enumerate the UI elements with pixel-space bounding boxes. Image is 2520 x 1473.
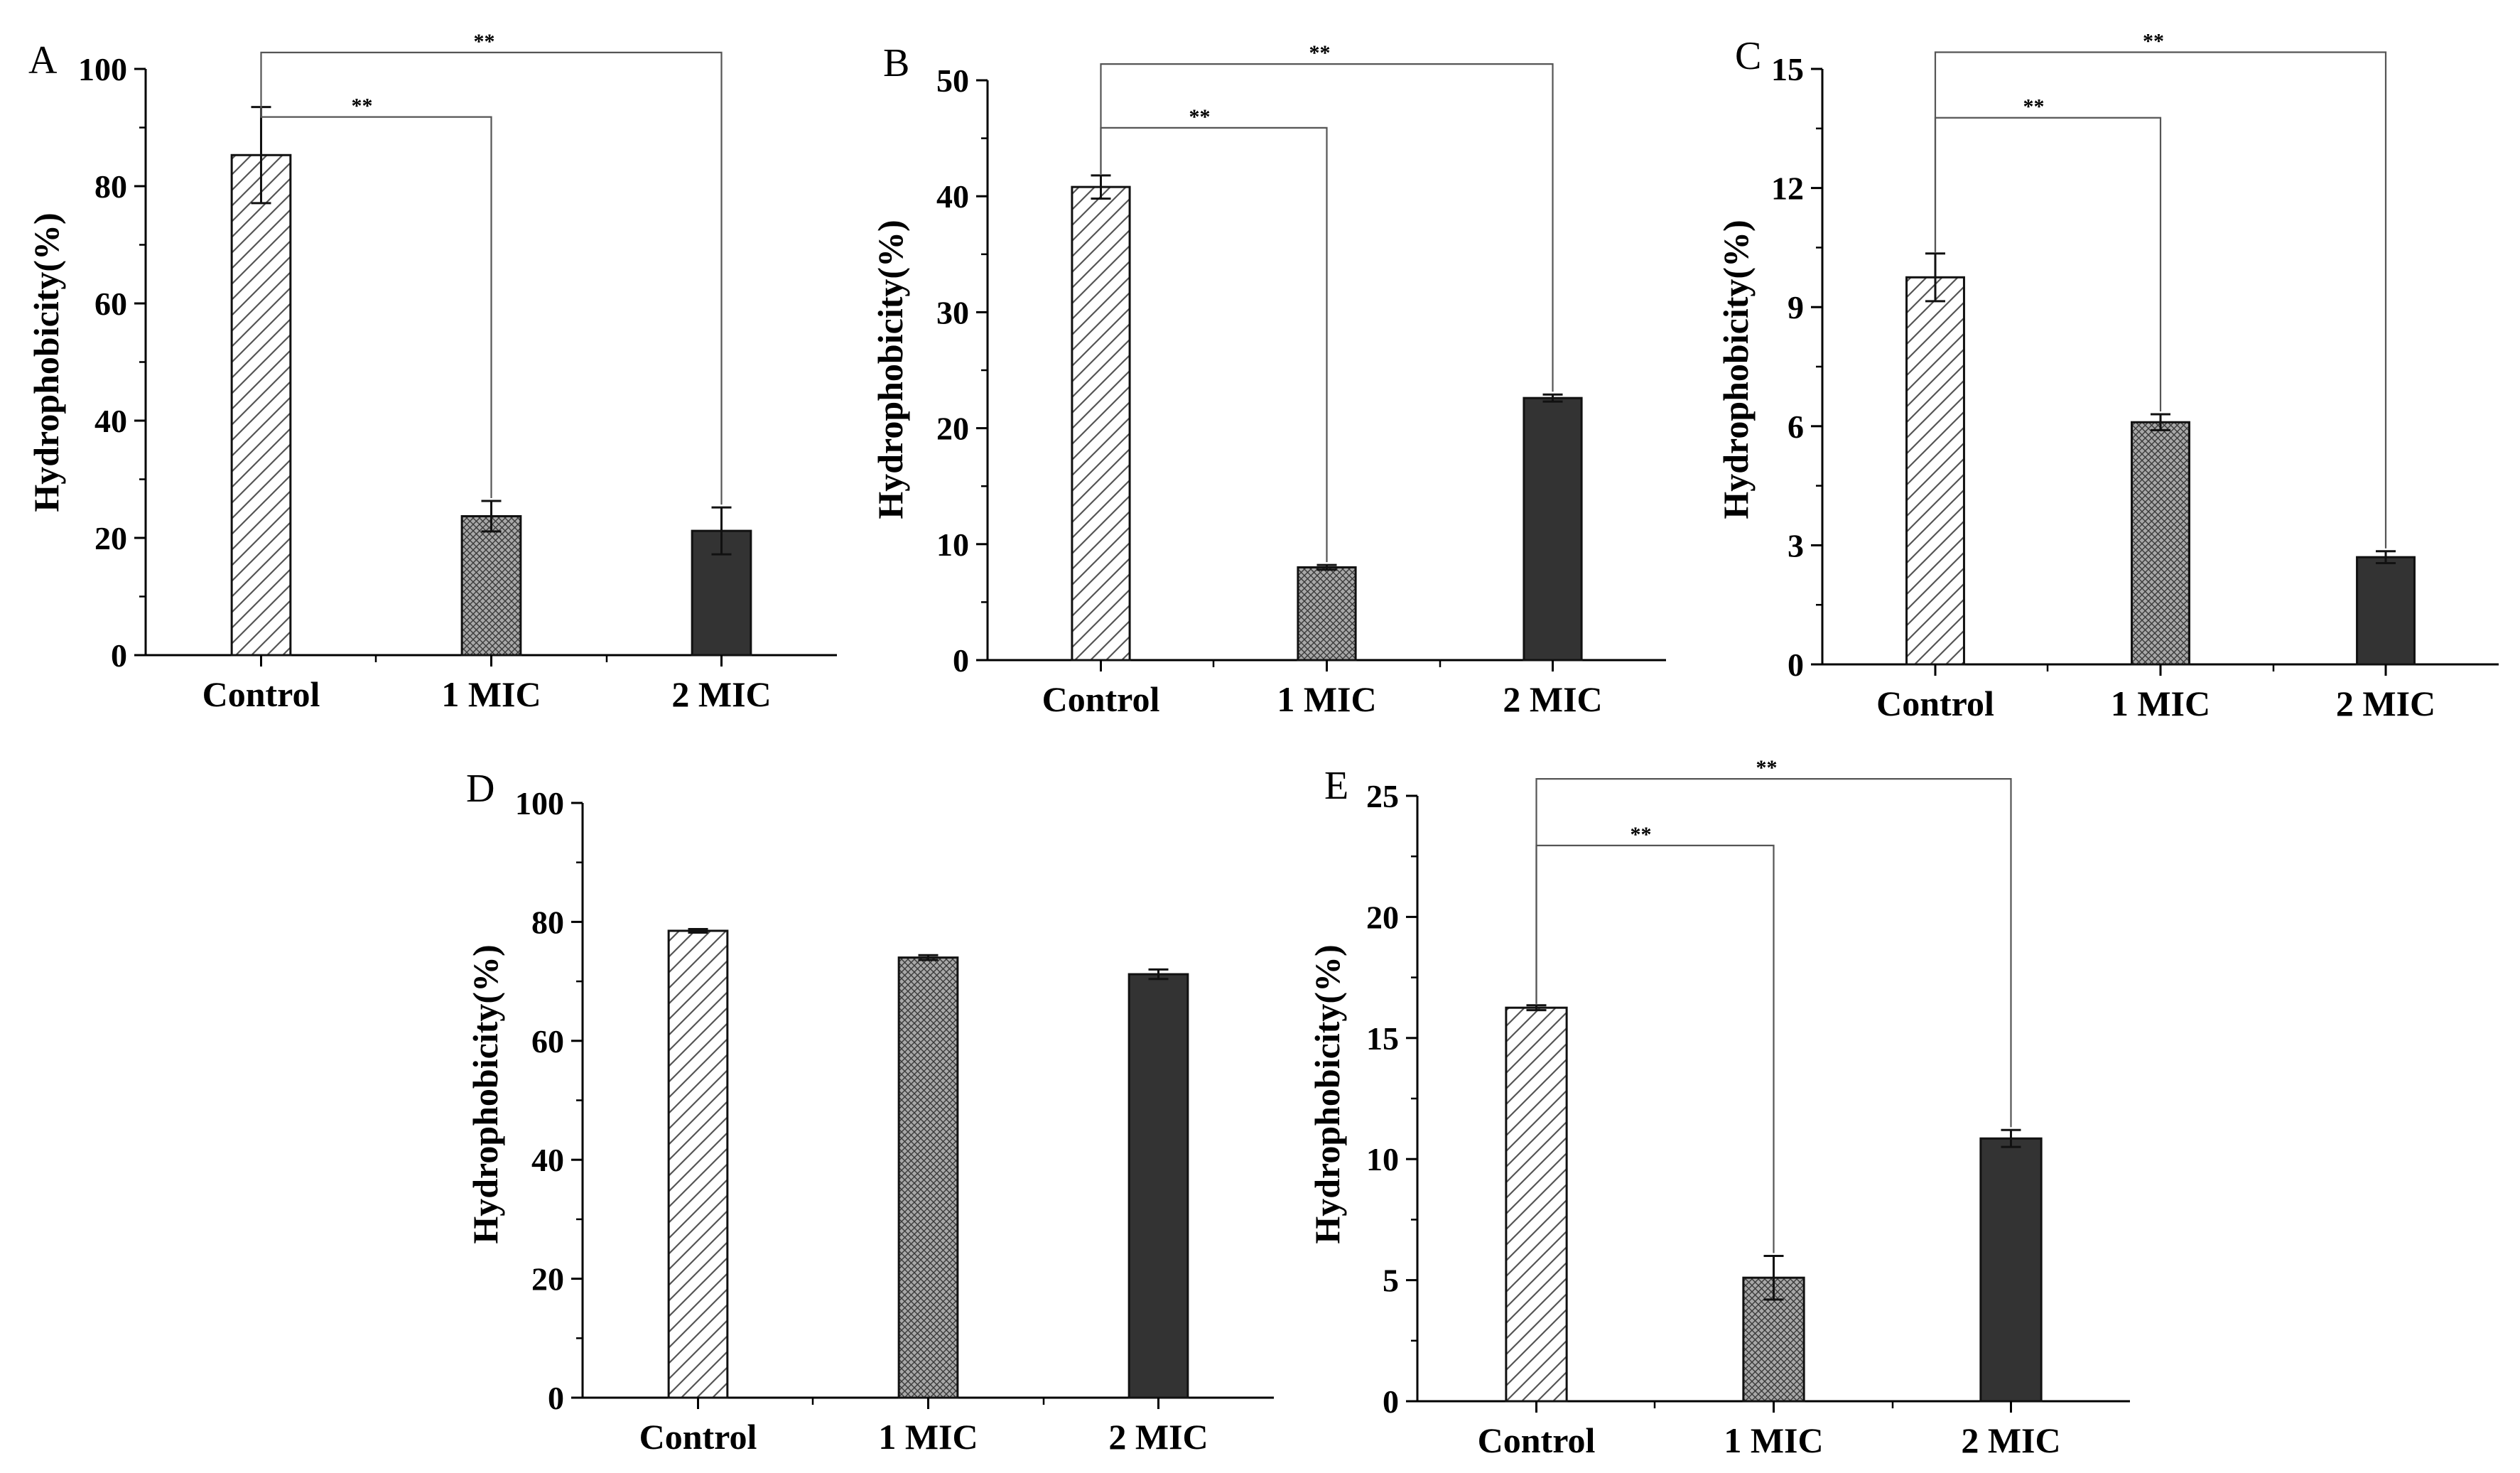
y-tick-label: 0 bbox=[548, 1380, 564, 1416]
significance-bracket bbox=[1934, 117, 2162, 412]
y-axis-title: Hydrophobicity(%) bbox=[465, 944, 505, 1243]
panel-letter: E bbox=[1324, 764, 1348, 808]
y-axis-title: Hydrophobicity(%) bbox=[1716, 220, 1756, 519]
significance-bracket bbox=[1934, 51, 2387, 549]
x-tick-label-1mic: 1 MIC bbox=[1724, 1420, 1823, 1460]
x-tick-label-1mic: 1 MIC bbox=[878, 1417, 978, 1457]
bar-1mic bbox=[897, 956, 959, 1399]
x-tick-label-1mic: 1 MIC bbox=[1277, 679, 1376, 719]
chart-e: E Hydrophobicity(%) 0 5 10 15 20 25 Control 1 MIC… bbox=[1307, 756, 2130, 1460]
y-tick-label: 3 bbox=[1788, 527, 1804, 563]
panel-letter: A bbox=[28, 38, 58, 82]
y-tick-label: 0 bbox=[1788, 647, 1804, 683]
x-tick-label-2mic: 2 MIC bbox=[1503, 679, 1602, 719]
x-tick-label-2mic: 2 MIC bbox=[671, 674, 771, 714]
bar-control bbox=[1905, 276, 1965, 666]
significance-bracket bbox=[1100, 63, 1554, 392]
chart-c: C Hydrophobicity(%) 0 3 6 9 12 15 Control 1 MIC 2 … bbox=[1716, 30, 2499, 723]
bar-2mic bbox=[1979, 1137, 2043, 1403]
y-tick-label: 40 bbox=[531, 1142, 564, 1178]
y-tick-label: 20 bbox=[1366, 899, 1399, 935]
significance-bracket bbox=[260, 51, 723, 505]
significance-label: ** bbox=[1631, 823, 1652, 846]
y-tick-label: 9 bbox=[1788, 289, 1804, 325]
y-tick-label: 25 bbox=[1366, 778, 1399, 814]
significance-bracket bbox=[1100, 126, 1328, 563]
chart-b: B Hydrophobicity(%) 0 10 20 30 40 50 Control 1 MI… bbox=[870, 41, 1666, 719]
panel-letter: C bbox=[1735, 34, 1761, 78]
bar-control bbox=[230, 153, 292, 657]
y-axis-title: Hydrophobicity(%) bbox=[1307, 944, 1347, 1243]
y-tick-label: 60 bbox=[531, 1023, 564, 1059]
y-tick-label: 80 bbox=[531, 904, 564, 940]
bar-1mic bbox=[460, 514, 522, 657]
y-tick-label: 20 bbox=[531, 1261, 564, 1297]
significance-bracket bbox=[1535, 778, 2012, 1128]
y-axis-title: Hydrophobicity(%) bbox=[26, 212, 66, 512]
y-tick-label: 10 bbox=[1366, 1141, 1399, 1177]
y-tick-label: 0 bbox=[111, 637, 127, 674]
x-tick-label-2mic: 2 MIC bbox=[1108, 1417, 1208, 1457]
bar-1mic bbox=[2131, 421, 2190, 666]
significance-bracket bbox=[260, 105, 492, 499]
x-tick-label-control: Control bbox=[639, 1417, 757, 1457]
bar-2mic bbox=[1127, 973, 1189, 1399]
y-tick-label: 80 bbox=[94, 168, 127, 205]
y-tick-label: 5 bbox=[1383, 1263, 1399, 1299]
significance-label: ** bbox=[2143, 30, 2164, 53]
y-tick-label: 20 bbox=[936, 411, 969, 447]
y-tick-label: 6 bbox=[1788, 409, 1804, 445]
x-tick-label-1mic: 1 MIC bbox=[2111, 684, 2210, 723]
y-tick-label: 12 bbox=[1771, 171, 1804, 207]
bar-2mic bbox=[1523, 396, 1583, 662]
chart-d: D Hydrophobicity(%) 0 20 40 60 80 100 Control 1 M… bbox=[465, 767, 1274, 1457]
significance-label: ** bbox=[1756, 756, 1778, 779]
x-tick-label-2mic: 2 MIC bbox=[1961, 1420, 2060, 1460]
significance-label: ** bbox=[1189, 105, 1210, 129]
y-tick-label: 40 bbox=[936, 178, 969, 215]
x-tick-label-control: Control bbox=[202, 674, 320, 714]
y-tick-label: 40 bbox=[94, 403, 127, 439]
x-tick-label-2mic: 2 MIC bbox=[2336, 684, 2435, 723]
panel-letter: B bbox=[883, 41, 909, 85]
y-tick-label: 10 bbox=[936, 527, 969, 563]
panel-letter: D bbox=[466, 767, 494, 811]
y-tick-label: 20 bbox=[94, 520, 127, 556]
chart-a: A Hydrophobicity(%) 0 20 40 60 80 100 Control 1 M… bbox=[26, 30, 837, 714]
bar-control bbox=[1071, 185, 1131, 662]
y-tick-label: 100 bbox=[515, 785, 564, 821]
y-axis-title: Hydrophobicity(%) bbox=[870, 220, 910, 519]
x-tick-label-control: Control bbox=[1478, 1420, 1596, 1460]
x-tick-label-control: Control bbox=[1042, 679, 1160, 719]
y-tick-label: 0 bbox=[953, 642, 969, 679]
y-tick-label: 15 bbox=[1366, 1020, 1399, 1057]
bar-2mic bbox=[2356, 556, 2416, 666]
significance-label: ** bbox=[474, 30, 495, 53]
x-tick-label-control: Control bbox=[1876, 684, 1994, 723]
y-tick-label: 100 bbox=[78, 51, 127, 87]
y-tick-label: 50 bbox=[936, 63, 969, 99]
y-tick-label: 60 bbox=[94, 286, 127, 322]
x-tick-label-1mic: 1 MIC bbox=[441, 674, 541, 714]
significance-label: ** bbox=[2023, 95, 2044, 119]
y-tick-label: 30 bbox=[936, 294, 969, 330]
significance-bracket bbox=[1535, 844, 1775, 1253]
bar-control bbox=[667, 929, 729, 1399]
y-tick-label: 0 bbox=[1383, 1383, 1399, 1420]
significance-label: ** bbox=[351, 95, 372, 118]
bar-control bbox=[1505, 1006, 1568, 1403]
significance-label: ** bbox=[1309, 41, 1331, 65]
bar-1mic bbox=[1297, 566, 1357, 662]
y-tick-label: 15 bbox=[1771, 51, 1804, 87]
